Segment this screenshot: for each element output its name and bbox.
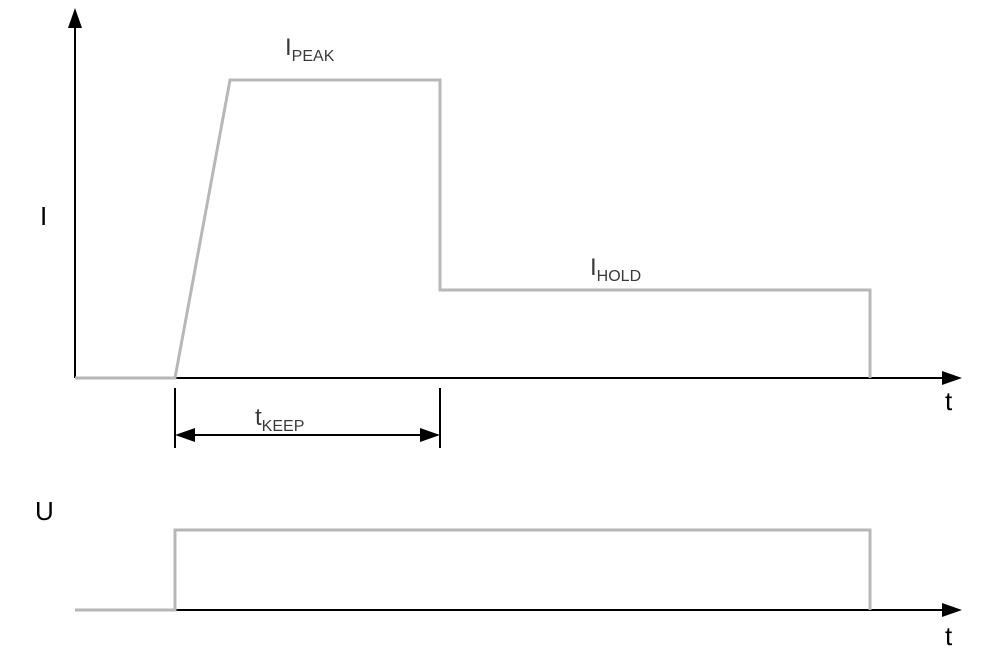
plot-i: I t IPEAK IHOLD [40, 8, 962, 416]
i-peak-label: IPEAK [285, 34, 335, 65]
u-x-axis-label: t [945, 621, 953, 651]
i-hold-main: I [590, 254, 597, 281]
i-peak-main: I [285, 34, 292, 61]
tkeep-dimension: tKEEP [175, 388, 440, 448]
i-x-axis-label: t [945, 386, 953, 416]
i-x-axis-arrow [942, 371, 962, 385]
i-y-axis-label: I [40, 201, 47, 231]
svg-text:IPEAK: IPEAK [285, 34, 335, 65]
timing-diagram: I t IPEAK IHOLD tKEEP [0, 0, 1000, 663]
tkeep-right-arrow [420, 428, 440, 442]
i-hold-sub: HOLD [597, 268, 641, 285]
tkeep-sub: KEEP [262, 418, 305, 435]
i-waveform [75, 80, 870, 378]
svg-text:IHOLD: IHOLD [590, 254, 641, 285]
plot-u: U t [35, 496, 962, 651]
u-waveform [75, 530, 870, 610]
i-y-axis-arrow [68, 8, 82, 28]
i-hold-label: IHOLD [590, 254, 641, 285]
tkeep-left-arrow [175, 428, 195, 442]
u-x-axis-arrow [942, 603, 962, 617]
i-peak-sub: PEAK [292, 48, 335, 65]
u-y-axis-label: U [35, 496, 54, 526]
tkeep-label: tKEEP [255, 404, 304, 435]
